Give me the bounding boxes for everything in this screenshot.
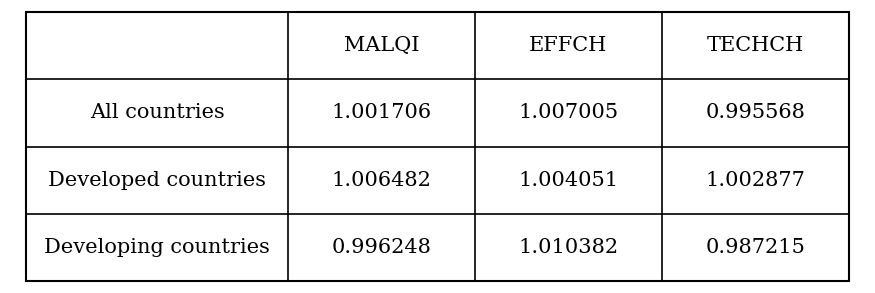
Text: 1.010382: 1.010382 <box>518 238 619 257</box>
Text: 1.001706: 1.001706 <box>332 103 431 122</box>
Text: Developing countries: Developing countries <box>44 238 270 257</box>
Text: EFFCH: EFFCH <box>529 36 607 55</box>
Text: 0.995568: 0.995568 <box>705 103 805 122</box>
Text: MALQI: MALQI <box>344 36 419 55</box>
Text: 0.996248: 0.996248 <box>332 238 431 257</box>
Text: 1.004051: 1.004051 <box>518 171 619 190</box>
Text: All countries: All countries <box>90 103 225 122</box>
Text: 1.007005: 1.007005 <box>518 103 619 122</box>
Text: 1.002877: 1.002877 <box>705 171 805 190</box>
Text: TECHCH: TECHCH <box>707 36 804 55</box>
Text: 0.987215: 0.987215 <box>705 238 805 257</box>
Text: 1.006482: 1.006482 <box>332 171 431 190</box>
Text: Developed countries: Developed countries <box>48 171 266 190</box>
